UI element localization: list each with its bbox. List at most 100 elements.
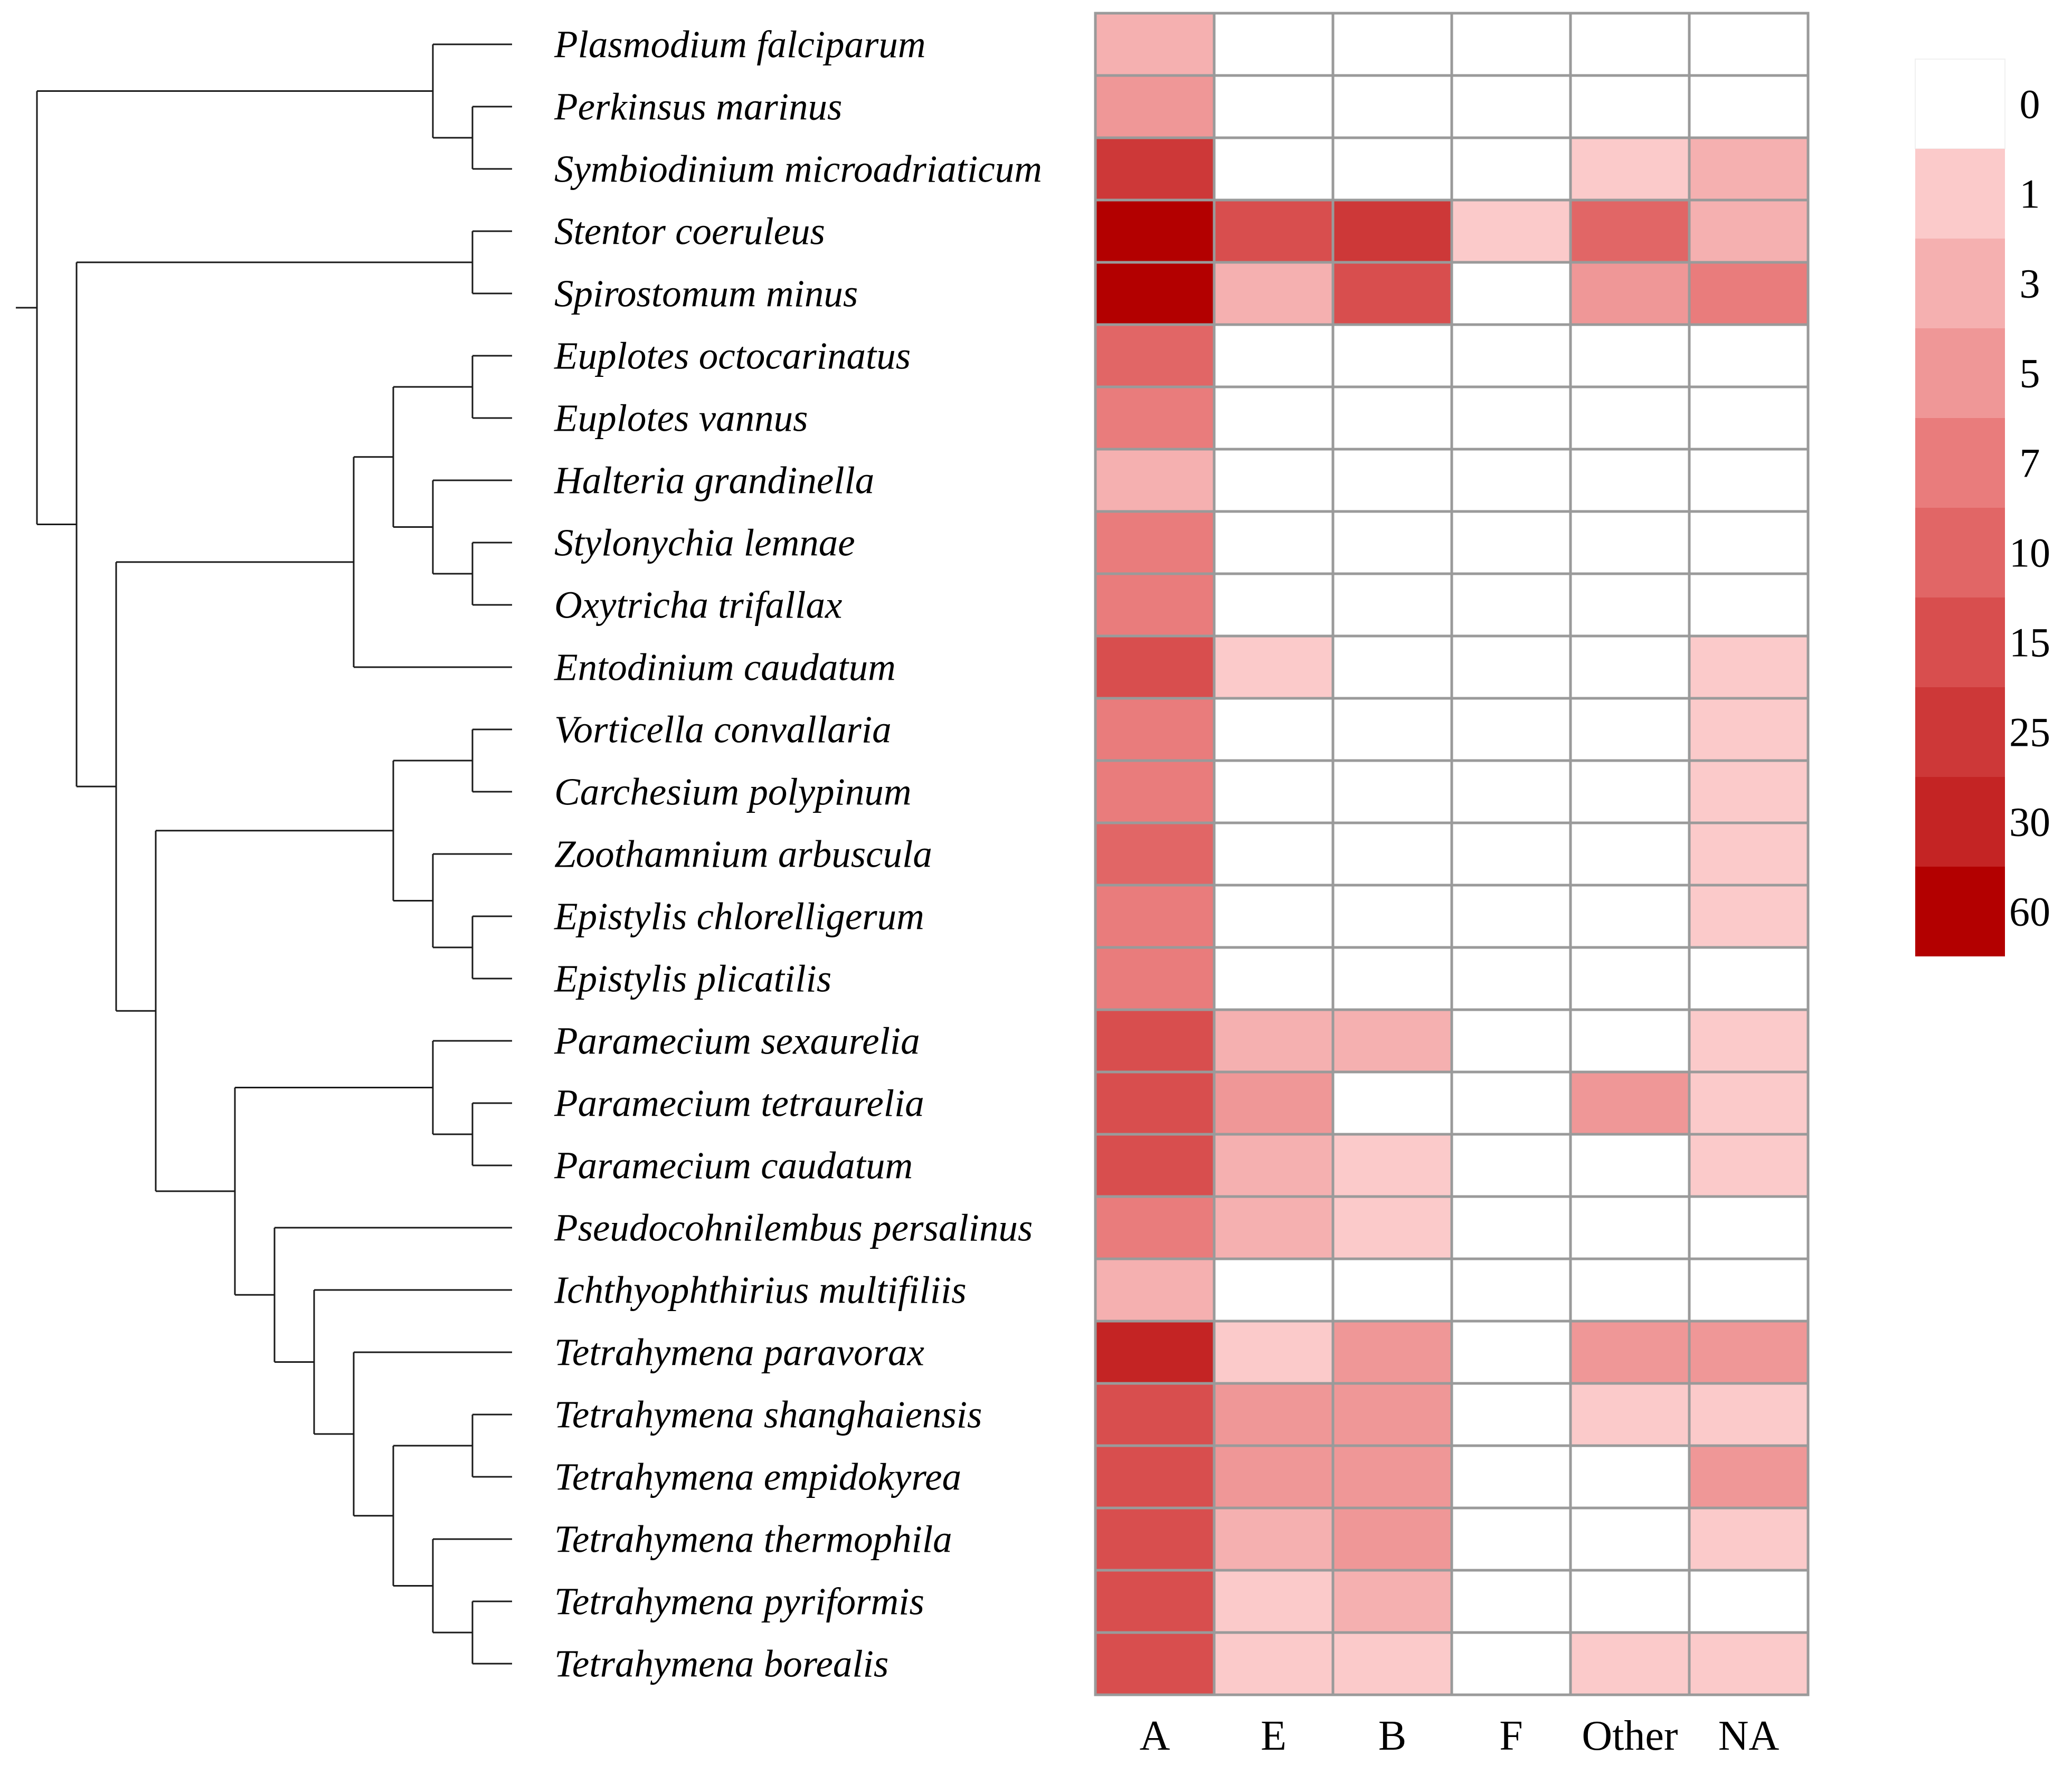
heatmap-cell-oxytricha-trifallax-e [1213,572,1335,638]
heatmap-cell-perkinsus-marinus-na [1688,74,1810,139]
heatmap-cell-halteria-grandinella-other [1569,448,1691,513]
heatmap-cell-vorticella-convallaria-b [1331,697,1453,762]
heatmap-cell-perkinsus-marinus-e [1213,74,1335,139]
species-label-tetrahymena-shanghaiensis: Tetrahymena shanghaiensis [554,1393,982,1436]
heatmap-cell-epistylis-plicatilis-other [1569,946,1691,1011]
heatmap-cell-perkinsus-marinus-a [1094,74,1216,139]
heatmap-cell-epistylis-chlorelligerum-f [1450,884,1572,949]
heatmap-cell-epistylis-plicatilis-e [1213,946,1335,1011]
heatmap-cell-paramecium-caudatum-na [1688,1133,1810,1198]
heatmap-cell-carchesium-polypinum-a [1094,759,1216,824]
heatmap-cell-stentor-coeruleus-b [1331,198,1453,264]
species-label-pseudocohnilembus-persalinus: Pseudocohnilembus persalinus [554,1207,1033,1249]
heatmap-cell-pseudocohnilembus-persalinus-f [1450,1195,1572,1260]
heatmap-cell-euplotes-vannus-e [1213,385,1335,451]
heatmap-cell-euplotes-vannus-f [1450,385,1572,451]
species-label-euplotes-octocarinatus: Euplotes octocarinatus [554,335,911,377]
heatmap-cell-ichthyophthirius-multifiliis-f [1450,1257,1572,1323]
column-label-b: B [1378,1713,1406,1759]
heatmap-cell-paramecium-caudatum-e [1213,1133,1335,1198]
heatmap-cell-epistylis-chlorelligerum-na [1688,884,1810,949]
heatmap-cell-plasmodium-falciparum-na [1688,12,1810,77]
heatmap-cell-pseudocohnilembus-persalinus-b [1331,1195,1453,1260]
heatmap-cell-tetrahymena-pyriformis-other [1569,1569,1691,1634]
heatmap-cell-symbiodinium-microadriaticum-f [1450,136,1572,202]
heatmap-cell-epistylis-chlorelligerum-a [1094,884,1216,949]
legend-label-0: 0 [2020,81,2040,127]
heatmap-cell-halteria-grandinella-na [1688,448,1810,513]
legend-label-1: 1 [2020,171,2040,217]
heatmap-cell-entodinium-caudatum-na [1688,634,1810,700]
heatmap-cell-paramecium-sexaurelia-a [1094,1008,1216,1074]
heatmap-cell-tetrahymena-thermophila-b [1331,1506,1453,1572]
heatmap-cell-pseudocohnilembus-persalinus-e [1213,1195,1335,1260]
heatmap-cell-paramecium-caudatum-b [1331,1133,1453,1198]
heatmap-cell-oxytricha-trifallax-na [1688,572,1810,638]
color-legend: 0 1 3 5 7 10 15 25 30 60 [1915,59,2050,956]
heatmap-cell-plasmodium-falciparum-other [1569,12,1691,77]
heatmap-cell-epistylis-chlorelligerum-e [1213,884,1335,949]
heatmap-cell-stentor-coeruleus-na [1688,198,1810,264]
heatmap-cell-epistylis-plicatilis-na [1688,946,1810,1011]
species-labels: Plasmodium falciparum Perkinsus marinus Sy… [554,23,1042,1685]
phylogenetic-tree [16,43,512,1665]
heatmap-cell-vorticella-convallaria-f [1450,697,1572,762]
heatmap-cell-paramecium-sexaurelia-na [1688,1008,1810,1074]
heatmap-cell-spirostomum-minus-other [1569,261,1691,326]
heatmap-cell-euplotes-vannus-b [1331,385,1453,451]
heatmap-cell-perkinsus-marinus-other [1569,74,1691,139]
heatmap-cell-pseudocohnilembus-persalinus-other [1569,1195,1691,1260]
heatmap-cell-zoothamnium-arbuscula-e [1213,821,1335,887]
heatmap-cell-tetrahymena-paravorax-na [1688,1320,1810,1385]
heatmap-cell-tetrahymena-empidokyrea-f [1450,1444,1572,1510]
heatmap-cell-perkinsus-marinus-f [1450,74,1572,139]
heatmap-cell-tetrahymena-thermophila-na [1688,1506,1810,1572]
heatmap-cell-tetrahymena-thermophila-other [1569,1506,1691,1572]
heatmap-cell-paramecium-sexaurelia-e [1213,1008,1335,1074]
legend-swatch-25 [1915,687,2005,777]
heatmap-cell-perkinsus-marinus-b [1331,74,1453,139]
heatmap-cell-symbiodinium-microadriaticum-a [1094,136,1216,202]
heatmap-cell-tetrahymena-pyriformis-b [1331,1569,1453,1634]
heatmap-cell-tetrahymena-pyriformis-e [1213,1569,1335,1634]
heatmap-cell-tetrahymena-shanghaiensis-a [1094,1382,1216,1447]
heatmap-cell-paramecium-sexaurelia-other [1569,1008,1691,1074]
heatmap-cell-stentor-coeruleus-a [1094,198,1216,264]
legend-label-7: 7 [2020,440,2040,486]
heatmap-cell-pseudocohnilembus-persalinus-na [1688,1195,1810,1260]
heatmap-cell-zoothamnium-arbuscula-f [1450,821,1572,887]
species-label-spirostomum-minus: Spirostomum minus [554,272,858,315]
heatmap-cell-tetrahymena-paravorax-b [1331,1320,1453,1385]
heatmap-cell-tetrahymena-borealis-na [1688,1631,1810,1696]
legend-swatch-15 [1915,597,2005,687]
column-label-na: NA [1718,1713,1780,1759]
heatmap-cell-zoothamnium-arbuscula-other [1569,821,1691,887]
species-label-plasmodium-falciparum: Plasmodium falciparum [554,23,926,66]
heatmap-cell-tetrahymena-empidokyrea-na [1688,1444,1810,1510]
heatmap-cell-tetrahymena-empidokyrea-a [1094,1444,1216,1510]
species-label-tetrahymena-pyriformis: Tetrahymena pyriformis [554,1580,924,1623]
heatmap-cell-plasmodium-falciparum-b [1331,12,1453,77]
heatmap-cell-spirostomum-minus-a [1094,261,1216,326]
species-label-ichthyophthirius-multifiliis: Ichthyophthirius multifiliis [554,1269,967,1312]
heatmap-cell-tetrahymena-borealis-b [1331,1631,1453,1696]
heatmap-cell-ichthyophthirius-multifiliis-other [1569,1257,1691,1323]
heatmap-cell-euplotes-vannus-other [1569,385,1691,451]
heatmap-cell-oxytricha-trifallax-b [1331,572,1453,638]
heatmap-cell-tetrahymena-empidokyrea-e [1213,1444,1335,1510]
species-label-perkinsus-marinus: Perkinsus marinus [554,86,842,128]
legend-label-10: 10 [2009,530,2050,576]
heatmap-cell-tetrahymena-borealis-a [1094,1631,1216,1696]
heatmap-cell-halteria-grandinella-a [1094,448,1216,513]
heatmap-cell-euplotes-octocarinatus-other [1569,323,1691,388]
heatmap-cell-spirostomum-minus-na [1688,261,1810,326]
heatmap-cell-tetrahymena-paravorax-f [1450,1320,1572,1385]
heatmap-cell-stentor-coeruleus-other [1569,198,1691,264]
heatmap-cell-ichthyophthirius-multifiliis-na [1688,1257,1810,1323]
heatmap-cell-entodinium-caudatum-f [1450,634,1572,700]
heatmap-cell-euplotes-vannus-a [1094,385,1216,451]
heatmap-cell-carchesium-polypinum-other [1569,759,1691,824]
species-label-tetrahymena-empidokyrea: Tetrahymena empidokyrea [554,1456,961,1498]
heatmap-cell-tetrahymena-shanghaiensis-f [1450,1382,1572,1447]
heatmap-cell-halteria-grandinella-f [1450,448,1572,513]
